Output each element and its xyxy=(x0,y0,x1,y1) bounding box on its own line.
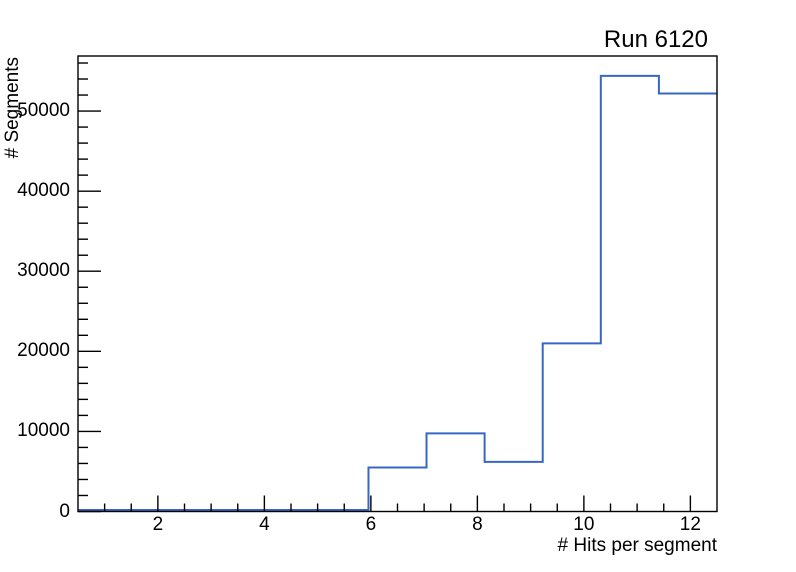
x-tick-label: 2 xyxy=(152,514,164,535)
y-tick-label: 0 xyxy=(59,500,70,522)
x-tick-label: 4 xyxy=(259,514,270,535)
x-tick-label: 6 xyxy=(365,514,377,535)
plot-frame xyxy=(77,55,718,513)
plot-title: Run 6120 xyxy=(603,26,708,53)
x-axis-title: # Hits per segment xyxy=(557,535,717,556)
y-tick-label: 10000 xyxy=(17,420,70,442)
y-tick-label: 30000 xyxy=(17,260,70,282)
x-tick-label: 10 xyxy=(573,514,595,535)
x-tick-label: 8 xyxy=(472,514,483,535)
histogram-step-line xyxy=(78,74,717,511)
y-tick-label: 40000 xyxy=(17,180,70,202)
y-tick-label: 20000 xyxy=(17,340,70,362)
y-tick-label: 50000 xyxy=(17,100,70,122)
x-tick-label: 12 xyxy=(679,514,701,535)
